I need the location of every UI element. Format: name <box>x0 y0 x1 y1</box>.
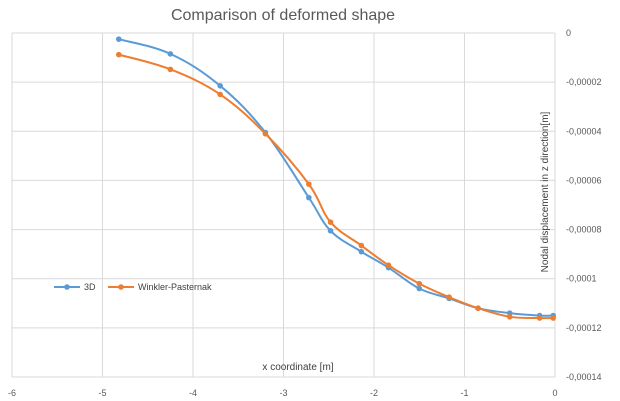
data-point-winkler-pasternak <box>475 305 481 312</box>
data-point-3d <box>306 194 312 201</box>
data-point-winkler-pasternak <box>167 66 174 73</box>
x-tick-label: -4 <box>189 388 197 398</box>
x-tick-label: 0 <box>552 388 557 398</box>
data-point-winkler-pasternak <box>446 294 452 300</box>
series-line-winkler-pasternak <box>118 53 554 320</box>
data-point-3d <box>217 83 223 89</box>
y-tick-label: -0,0001 <box>566 274 597 284</box>
data-point-3d <box>358 248 365 255</box>
series-layer <box>115 36 556 321</box>
y-tick-label: 0 <box>566 28 571 38</box>
x-tick-label: -1 <box>460 388 468 398</box>
x-tick-label: -3 <box>279 388 287 398</box>
data-point-winkler-pasternak <box>327 219 334 225</box>
legend-label-3d: 3D <box>84 282 96 292</box>
data-point-3d <box>115 36 122 42</box>
grid <box>11 32 556 378</box>
data-point-winkler-pasternak <box>262 130 269 137</box>
data-point-3d <box>167 51 174 57</box>
y-tick-label: -0,00012 <box>566 323 602 333</box>
y-tick-labels: 0 -0,00002 -0,00004 -0,00006 -0,00008 -0,0001… <box>566 28 602 382</box>
y-tick-label: -0,00004 <box>566 126 602 136</box>
x-tick-label: -2 <box>370 388 378 398</box>
data-point-3d <box>327 228 334 234</box>
x-axis-label: x coordinate [m] <box>262 362 333 373</box>
x-tick-label: -6 <box>8 388 16 398</box>
data-point-winkler-pasternak <box>550 315 556 321</box>
data-point-winkler-pasternak <box>358 242 365 249</box>
data-point-winkler-pasternak <box>536 315 543 321</box>
y-tick-label: -0,00006 <box>566 175 602 185</box>
data-point-winkler-pasternak <box>506 314 513 320</box>
legend-marker-winkler-pasternak <box>118 284 124 290</box>
data-point-winkler-pasternak <box>217 91 223 98</box>
data-point-winkler-pasternak <box>306 181 312 187</box>
y-tick-label: -0,00008 <box>566 225 602 235</box>
data-point-3d <box>416 285 423 292</box>
y-tick-label: -0,00014 <box>566 372 602 382</box>
y-axis-label: Nodal displacement in z direction[m] <box>540 111 551 272</box>
data-point-winkler-pasternak <box>416 280 423 287</box>
chart-title: Comparison of deformed shape <box>171 7 395 24</box>
x-tick-labels: -6 -5 -4 -3 -2 -1 0 <box>8 388 558 398</box>
y-tick-label: -0,00002 <box>566 77 602 87</box>
legend-label-winkler-pasternak: Winkler-Pasternak <box>138 282 212 292</box>
legend-marker-3d <box>64 284 70 290</box>
data-point-winkler-pasternak <box>385 262 392 269</box>
x-tick-label: -5 <box>98 388 106 398</box>
data-point-winkler-pasternak <box>115 51 122 58</box>
series-line-3d <box>118 38 554 317</box>
legend: 3D Winkler-Pasternak <box>54 282 212 292</box>
